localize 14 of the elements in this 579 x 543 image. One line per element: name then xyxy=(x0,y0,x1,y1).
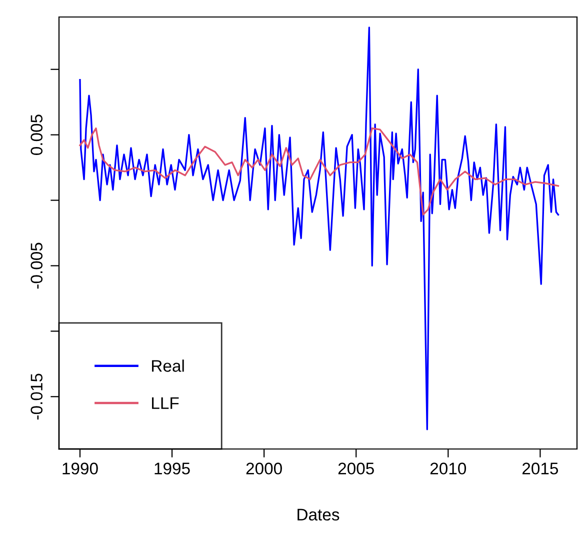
legend-label: Real xyxy=(152,360,184,372)
x-tick-label: 2005 xyxy=(338,462,374,474)
x-tick-label: 2015 xyxy=(522,462,558,474)
x-tick-label: 1990 xyxy=(62,462,98,474)
x-tick-label: 1995 xyxy=(154,462,190,474)
legend-label: LLF xyxy=(152,397,179,409)
y-tick-label: 0.005 xyxy=(30,114,43,156)
y-tick-label: -0.005 xyxy=(30,242,43,289)
line-series xyxy=(79,26,560,430)
x-tick-label: 2000 xyxy=(246,462,282,474)
line-series xyxy=(79,127,560,216)
x-tick-label: 2010 xyxy=(430,462,466,474)
y-tick-label: -0.015 xyxy=(30,374,43,420)
x-axis-title: Dates xyxy=(298,508,340,521)
